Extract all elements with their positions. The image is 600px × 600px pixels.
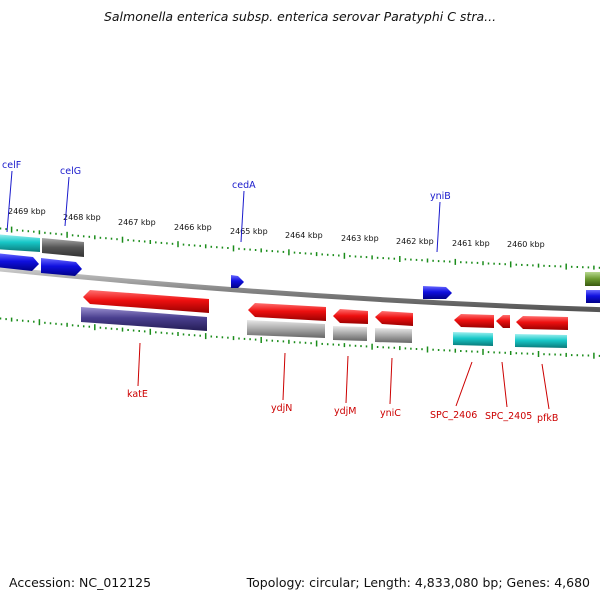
gene-label-SPC_2406: SPC_2406 [430,410,477,421]
genome-stats: Topology: circular; Length: 4,833,080 bp… [246,575,590,590]
gene-label-ydjM: ydjM [334,406,357,417]
reverse-strand-features [81,290,568,348]
scale-label: 2463 kbp [341,234,379,243]
gene-bar-gray [333,326,367,341]
accession-info: Accession: NC_012125 [9,575,152,590]
gene-arrow-olive [585,272,600,286]
map-title: Salmonella enterica subsp. enterica sero… [103,9,497,24]
gene-bar-cyan [453,332,493,346]
scale-label: 2461 kbp [452,239,490,248]
scale-label: 2465 kbp [230,227,268,236]
gene-label-celG: celG [60,166,81,177]
gene-label-SPC_2405: SPC_2405 [485,411,532,422]
gene-bar-gray [375,328,412,343]
gene-arrow-blue [586,290,600,303]
gene-arrow-pfkB [516,316,568,330]
gene-label-celF: celF [2,160,21,171]
gene-arrow-celG [42,238,84,257]
gene-label-pfkB: pfkB [537,413,558,424]
gene-arrow-yniB [423,286,452,299]
gene-label-ydjN: ydjN [271,403,292,414]
gene-arrow-SPC_2405 [496,315,510,328]
gene-bar-cyan [515,334,567,348]
scale-label: 2464 kbp [285,231,323,240]
gene-label-katE: katE [127,389,148,400]
scale-label: 2466 kbp [174,223,212,232]
gene-arrow-blue [0,253,39,271]
scale-label: 2469 kbp [8,207,46,216]
scale-label: 2468 kbp [63,213,101,222]
gene-arrow-yniC [375,311,413,326]
gene-arrow-ydjN [248,303,326,321]
gene-arrow-katE [83,290,209,313]
gene-arrow-cedA [231,275,244,288]
top-gene-labels: celF celG cedA yniB [2,160,451,253]
scale-labels: 2469 kbp 2468 kbp 2467 kbp 2466 kbp 2465… [8,207,545,249]
gene-arrow-ydjM [333,309,368,324]
gene-label-cedA: cedA [232,180,256,191]
gene-arrow-SPC_2406 [454,314,494,328]
genome-backbone [0,266,600,313]
gene-arrow-blue [41,258,82,276]
gene-label-yniB: yniB [430,191,451,202]
forward-strand-features [0,234,600,303]
gene-bar-gray [247,320,325,338]
outer-scale-ticks [0,226,600,270]
gene-bar-purple [81,307,207,331]
scale-label: 2462 kbp [396,237,434,246]
scale-label: 2467 kbp [118,218,156,227]
bottom-gene-labels: katE ydjN ydjM yniC SPC_2406 SPC_2405 pf… [127,342,558,424]
gene-arrow-celF [0,234,40,252]
gene-label-yniC: yniC [380,408,401,419]
scale-label: 2460 kbp [507,240,545,249]
